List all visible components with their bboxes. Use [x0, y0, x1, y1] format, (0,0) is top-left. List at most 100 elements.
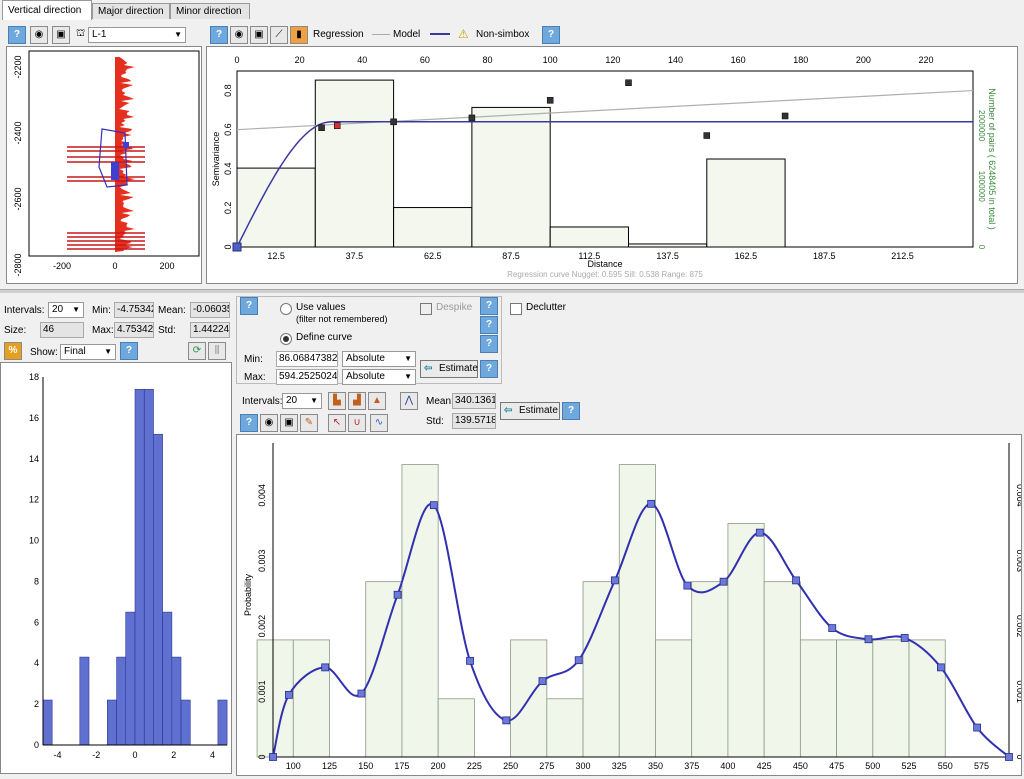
tab-minor-direction[interactable]: Minor direction — [170, 3, 250, 19]
dist-std-value: 139.5718 — [452, 413, 496, 429]
help-button[interactable]: ? — [542, 26, 560, 44]
variogram-y-tick-label: 0.4 — [223, 163, 233, 176]
trend-icon[interactable]: ⟋ — [270, 26, 288, 44]
use-values-radio[interactable] — [280, 303, 292, 315]
hist-style-3-icon[interactable]: ▲ — [368, 392, 386, 410]
dist-intervals-label: Intervals: — [242, 396, 283, 407]
distribution-x-tick-label: 475 — [829, 761, 844, 771]
eye-icon[interactable]: ◉ — [30, 26, 48, 44]
variogram-top-tick-label: 100 — [543, 55, 558, 65]
distribution-x-tick-label: 300 — [576, 761, 591, 771]
distribution-x-tick-label: 375 — [684, 761, 699, 771]
distribution-right-tick-label: 0.001 — [1015, 680, 1021, 703]
help-button[interactable]: ? — [480, 316, 498, 334]
curve-max-input[interactable]: 594.2525024 — [276, 369, 338, 385]
estimate-range-button[interactable]: ⇦ Estimate — [420, 360, 478, 378]
refresh-icon[interactable]: ⟳ — [188, 342, 206, 360]
histogram-x-tick-label: 4 — [210, 750, 215, 760]
curve-control-point — [574, 656, 583, 665]
well-icon: ⛫ — [76, 28, 86, 39]
dist-mean-label: Mean: — [426, 396, 454, 407]
pair-count-bar — [314, 79, 395, 248]
max-value: 4.75342 — [114, 322, 154, 338]
size-label: Size: — [4, 325, 27, 336]
magnet-icon[interactable]: ∪ — [348, 414, 366, 432]
show-select[interactable]: Final ▼ — [60, 344, 116, 360]
histogram-x-tick-label: 2 — [171, 750, 176, 760]
variogram-bottom-tick-label: 212.5 — [891, 251, 914, 261]
legend-nonsimbox: Non-simbox — [476, 29, 530, 40]
wave-icon[interactable]: ∿ — [370, 414, 388, 432]
variogram-right-tick-label: 1000000 — [977, 171, 986, 203]
despike-checkbox[interactable] — [420, 303, 432, 315]
well-log-curve — [115, 57, 135, 252]
curve-control-point — [973, 723, 982, 732]
help-button[interactable]: ? — [562, 402, 580, 420]
well-select[interactable]: L-1 ▼ — [88, 27, 186, 43]
help-button[interactable]: ? — [480, 297, 498, 315]
curve-control-point — [900, 634, 909, 642]
tab-vertical-direction[interactable]: Vertical direction — [2, 0, 92, 20]
eye-icon[interactable]: ◉ — [230, 26, 248, 44]
intervals-value: 20 — [52, 304, 64, 315]
columns-icon[interactable]: ⫼ — [208, 342, 226, 360]
variogram-top-tick-label: 220 — [919, 55, 934, 65]
distribution-bar — [401, 464, 439, 758]
curve-control-point — [502, 716, 511, 725]
distribution-bar — [799, 639, 837, 758]
pointer-icon[interactable]: ↖ — [328, 414, 346, 432]
curve-shape-icon[interactable]: ⋀ — [400, 392, 418, 410]
define-curve-radio[interactable] — [280, 333, 292, 345]
hist-style-1-icon[interactable]: ▙ — [328, 392, 346, 410]
decluster-checkbox[interactable] — [510, 303, 522, 315]
variogram-bottom-tick-label: 162.5 — [735, 251, 758, 261]
curve-control-point — [538, 677, 547, 686]
curve-min-mode-select[interactable]: Absolute ▼ — [342, 351, 416, 367]
experimental-point — [703, 132, 711, 139]
well-y-tick-label: -2600 — [13, 187, 23, 210]
std-label: Std: — [158, 325, 176, 336]
pair-count-bar — [236, 167, 316, 248]
splitter[interactable] — [0, 289, 1024, 293]
estimate-distribution-button[interactable]: ⇦ Estimate — [500, 402, 560, 420]
help-button[interactable]: ? — [120, 342, 138, 360]
help-button[interactable]: ? — [480, 360, 498, 378]
histogram-bar — [217, 699, 228, 746]
percent-icon[interactable]: % — [4, 342, 22, 360]
pair-count-bar — [393, 207, 473, 248]
distribution-y-tick-label: 0.001 — [257, 680, 267, 703]
histogram-x-tick-label: -4 — [54, 750, 62, 760]
variogram-top-tick-label: 120 — [605, 55, 620, 65]
hist-style-2-icon[interactable]: ▟ — [348, 392, 366, 410]
camera-icon[interactable]: ▣ — [52, 26, 70, 44]
show-label: Show: — [30, 347, 58, 358]
dist-intervals-select[interactable]: 20 ▼ — [282, 393, 322, 409]
tab-major-direction[interactable]: Major direction — [92, 3, 170, 19]
help-button[interactable]: ? — [8, 26, 26, 44]
curve-control-point — [429, 501, 438, 510]
distribution-x-tick-label: 500 — [865, 761, 880, 771]
curve-max-mode-select[interactable]: Absolute ▼ — [342, 369, 416, 385]
pencil-icon[interactable]: ✎ — [300, 414, 318, 432]
eye-icon[interactable]: ◉ — [260, 414, 278, 432]
variogram-right-tick-label: 0 — [977, 245, 986, 250]
histogram-y-tick-label: 2 — [34, 699, 39, 709]
intervals-select[interactable]: 20 ▼ — [48, 302, 84, 318]
help-button[interactable]: ? — [480, 335, 498, 353]
chevron-down-icon: ▼ — [72, 305, 80, 314]
curve-min-input[interactable]: 86.06847382 — [276, 351, 338, 367]
distribution-x-tick-label: 250 — [503, 761, 518, 771]
well-x-tick-label: -200 — [53, 261, 71, 271]
help-button[interactable]: ? — [240, 414, 258, 432]
curve-control-point — [1005, 753, 1013, 761]
max-label: Max: — [92, 325, 114, 336]
camera-icon[interactable]: ▣ — [280, 414, 298, 432]
camera-icon[interactable]: ▣ — [250, 26, 268, 44]
help-button[interactable]: ? — [210, 26, 228, 44]
experimental-point — [390, 118, 397, 126]
distribution-bar — [546, 698, 584, 758]
bars-icon[interactable]: ▮ — [290, 26, 308, 44]
regression-line — [236, 89, 974, 131]
std-value: 1.44224 — [190, 322, 230, 338]
help-button[interactable]: ? — [240, 297, 258, 315]
